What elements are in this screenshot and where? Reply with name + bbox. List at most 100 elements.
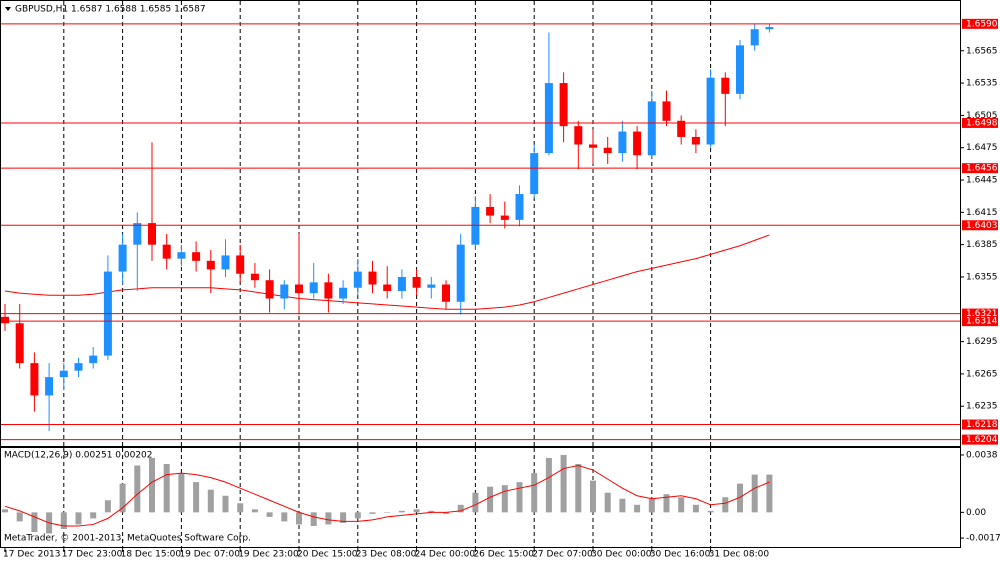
x-tick-label: 31 Dec 08:00 xyxy=(709,550,770,560)
candle-body xyxy=(442,284,450,302)
candle-body xyxy=(148,223,156,245)
x-tick-label: 24 Dec 00:00 xyxy=(415,550,476,560)
macd-bar xyxy=(369,512,376,514)
candle-body xyxy=(486,206,495,216)
menu-arrow xyxy=(5,7,11,11)
macd-bar xyxy=(119,483,126,513)
candle-body xyxy=(59,370,68,378)
candle-body xyxy=(677,120,686,137)
y-tick-label: 1.6235 xyxy=(966,402,998,412)
x-tick-label: 19 Dec 23:00 xyxy=(238,550,299,560)
level-label-box xyxy=(962,18,998,29)
macd-panel-frame xyxy=(0,447,961,548)
candle-body xyxy=(368,271,377,285)
candle-body xyxy=(45,377,54,396)
candle-body xyxy=(89,355,98,364)
candle-body xyxy=(427,284,436,288)
macd-bar xyxy=(707,510,714,513)
macd-bar xyxy=(134,465,141,513)
macd-bar xyxy=(663,494,670,513)
candle-body xyxy=(633,131,642,156)
candle-body xyxy=(662,101,671,121)
candle-body xyxy=(1,316,9,324)
macd-bar xyxy=(722,497,729,513)
macd-bar xyxy=(751,474,758,513)
macd-bar xyxy=(398,510,405,513)
macd-bar xyxy=(692,504,699,513)
candle-body xyxy=(236,255,245,274)
candle-body xyxy=(589,144,597,148)
x-tick-label: 26 Dec 15:00 xyxy=(473,550,534,560)
macd-bar xyxy=(266,512,273,517)
x-tick-label: 20 Dec 15:00 xyxy=(297,550,358,560)
candle-body xyxy=(456,244,465,302)
candle-body xyxy=(133,223,142,245)
level-label: 1.6204 xyxy=(966,435,998,445)
y-tick-label: 1.6385 xyxy=(966,240,998,250)
macd-bar xyxy=(737,483,743,513)
level-label: 1.6590 xyxy=(966,19,998,29)
macd-bar xyxy=(604,492,611,513)
macd-bar xyxy=(634,504,641,513)
candle-body xyxy=(30,363,39,396)
macd-bar xyxy=(310,512,317,526)
candle-body xyxy=(118,244,127,272)
level-label: 1.6403 xyxy=(966,221,998,231)
candle-body xyxy=(691,136,700,145)
macd-bar xyxy=(104,500,111,513)
candle-body xyxy=(515,194,524,220)
level-label: 1.6321 xyxy=(966,309,998,319)
macd-bar xyxy=(149,457,155,513)
x-tick-label: 27 Dec 07:00 xyxy=(532,550,593,560)
macd-bar xyxy=(457,504,464,513)
macd-bar xyxy=(207,489,214,513)
macd-bar xyxy=(472,492,479,513)
candle-body xyxy=(530,153,539,195)
candle-body xyxy=(574,126,583,145)
candle-body xyxy=(647,101,656,156)
signal-line xyxy=(4,465,770,527)
moving-average xyxy=(4,234,770,310)
candle-body xyxy=(383,284,392,291)
candle-body xyxy=(353,271,362,288)
y-tick-label: 1.6475 xyxy=(966,143,998,153)
candle-body xyxy=(309,282,318,294)
y-tick-label: 1.6415 xyxy=(966,208,998,218)
level-label: 1.6314 xyxy=(966,317,998,327)
x-tick-label: 19 Dec 07:00 xyxy=(179,550,240,560)
candle-body xyxy=(500,215,509,220)
candle-body xyxy=(221,255,230,270)
candle-body xyxy=(192,252,201,261)
macd-bar xyxy=(560,454,567,513)
level-label-box xyxy=(962,308,998,319)
candle-body xyxy=(250,273,259,281)
candle-body xyxy=(339,287,348,299)
candle-body xyxy=(177,252,186,259)
main-panel-frame xyxy=(0,0,961,447)
macd-bar xyxy=(178,473,185,513)
macd-bar xyxy=(237,503,244,513)
macd-title: MACD(12,26,9) 0.00251 0.00202 xyxy=(4,451,153,461)
macd-bar xyxy=(590,480,596,513)
candle-body xyxy=(295,284,303,294)
y-tick-label: 1.6295 xyxy=(966,337,998,347)
x-tick-label: 30 Dec 00:00 xyxy=(591,550,652,560)
candle-body xyxy=(750,29,759,46)
candle-body xyxy=(471,206,480,245)
macd-bar xyxy=(193,482,200,513)
candle-body xyxy=(265,280,274,299)
macd-bar xyxy=(516,482,523,513)
y-tick-label: 1.6505 xyxy=(966,111,998,121)
y-tick-label: 1.6265 xyxy=(966,369,998,379)
candle-body xyxy=(74,363,83,371)
macd-bar xyxy=(501,485,508,513)
macd-bar xyxy=(545,457,552,513)
macd-bar xyxy=(340,512,347,523)
level-label-box xyxy=(962,163,998,174)
y-tick-label: 1.6565 xyxy=(966,46,998,56)
macd-bar xyxy=(31,512,38,532)
candle-body xyxy=(618,131,627,154)
macd-bar xyxy=(60,512,67,529)
